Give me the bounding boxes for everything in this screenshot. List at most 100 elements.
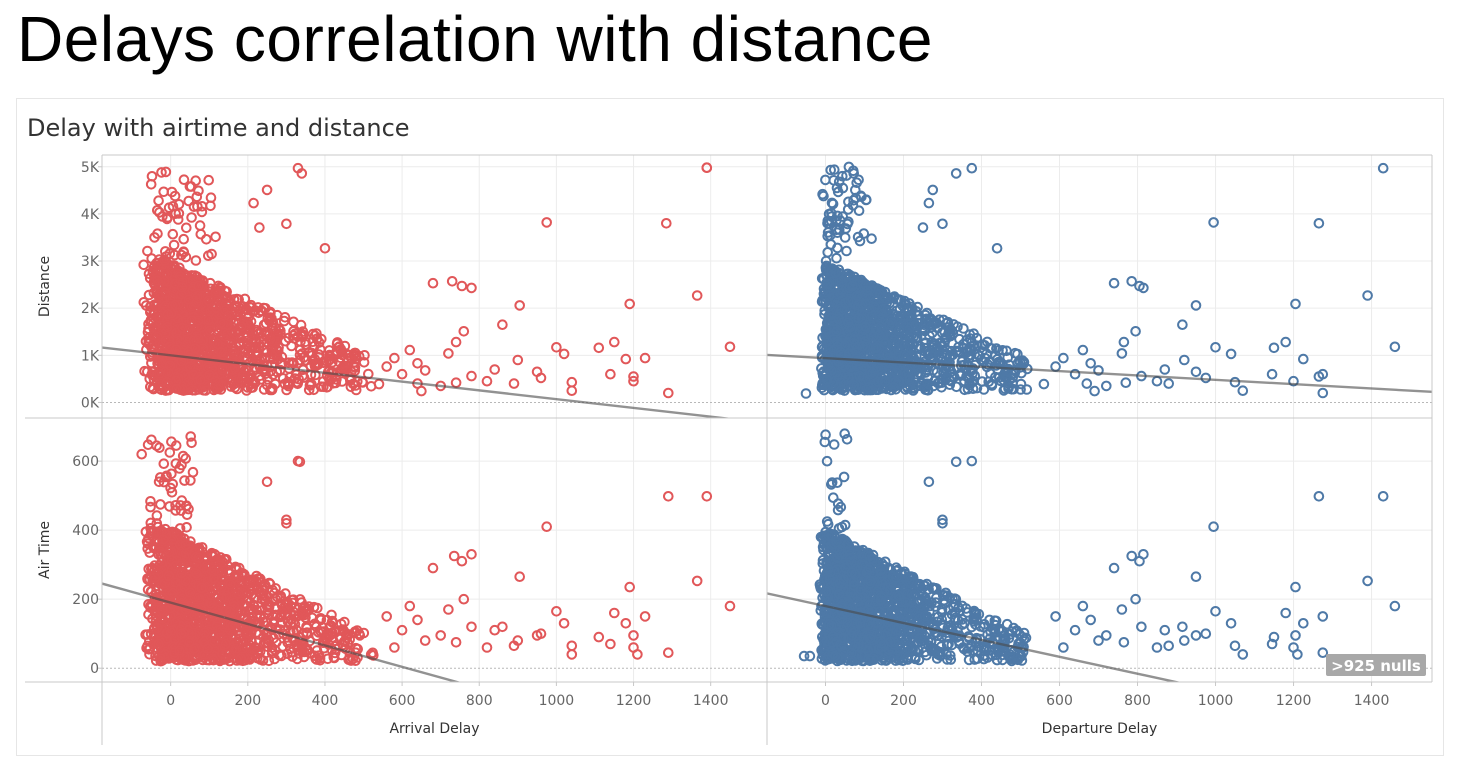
data-point <box>224 606 236 618</box>
data-point <box>822 278 833 290</box>
data-point <box>1116 348 1128 359</box>
data-point <box>270 343 282 355</box>
data-point <box>922 378 934 390</box>
data-point <box>558 348 570 360</box>
data-point <box>443 604 454 615</box>
data-point <box>143 644 155 655</box>
data-point <box>851 343 863 354</box>
data-point <box>999 383 1011 395</box>
data-point <box>1288 375 1299 387</box>
data-point <box>851 290 863 302</box>
data-point <box>190 255 202 266</box>
data-point <box>1280 336 1291 348</box>
data-point <box>136 448 147 460</box>
data-point <box>891 367 902 378</box>
data-point <box>891 305 903 317</box>
data-point <box>138 259 149 271</box>
data-point <box>169 249 180 261</box>
data-point <box>236 321 247 332</box>
data-point <box>183 195 194 207</box>
data-point <box>270 348 281 360</box>
data-point <box>933 351 945 362</box>
data-point <box>389 352 400 364</box>
data-point <box>171 383 182 394</box>
data-point <box>208 566 219 577</box>
data-point <box>193 280 204 292</box>
data-point <box>861 285 873 296</box>
data-point <box>991 243 1003 254</box>
data-point <box>624 581 636 593</box>
chart-marks[interactable] <box>136 161 1401 667</box>
data-point <box>338 636 350 648</box>
data-point <box>281 518 292 529</box>
data-point <box>192 569 204 581</box>
data-point <box>868 331 879 342</box>
data-point <box>230 561 241 573</box>
data-point <box>313 352 325 363</box>
data-point <box>181 522 192 533</box>
data-point <box>893 325 905 336</box>
data-point <box>396 368 408 380</box>
data-point <box>192 320 203 332</box>
data-point <box>184 637 195 648</box>
data-point <box>466 621 477 633</box>
data-point <box>153 278 165 290</box>
data-point <box>427 562 439 574</box>
data-point <box>1298 353 1309 365</box>
data-point <box>275 611 286 623</box>
data-point <box>180 604 192 615</box>
data-point <box>1126 276 1137 287</box>
data-point <box>176 567 188 579</box>
data-point <box>489 624 501 636</box>
data-point <box>822 339 833 351</box>
data-point <box>286 594 298 606</box>
data-point <box>862 341 874 353</box>
data-point <box>157 534 169 545</box>
data-point <box>904 333 916 344</box>
data-point <box>823 208 835 220</box>
data-point <box>512 354 524 366</box>
data-point <box>143 338 154 350</box>
data-point <box>185 181 197 192</box>
data-point <box>340 348 352 359</box>
data-point <box>854 370 866 382</box>
data-point <box>227 364 238 376</box>
data-point <box>208 654 219 666</box>
data-point <box>857 340 869 352</box>
data-point <box>213 280 224 292</box>
data-point <box>325 351 336 362</box>
data-point <box>269 587 280 599</box>
data-point <box>879 286 891 298</box>
data-point <box>142 543 153 554</box>
data-point <box>266 313 277 324</box>
data-point <box>1021 384 1033 395</box>
data-point <box>837 170 848 182</box>
data-point <box>270 603 282 615</box>
data-point <box>605 368 616 380</box>
data-point <box>823 301 835 313</box>
data-point <box>535 628 547 640</box>
data-point <box>972 340 983 352</box>
data-point <box>223 567 235 579</box>
data-point <box>244 577 256 589</box>
data-point <box>978 384 990 395</box>
data-point <box>701 162 713 173</box>
data-point <box>1225 348 1237 360</box>
data-point <box>848 334 860 345</box>
data-point <box>303 384 315 396</box>
data-point <box>828 315 840 327</box>
data-point <box>151 510 163 521</box>
data-point <box>159 275 170 287</box>
data-point <box>295 336 306 347</box>
data-point <box>842 317 854 328</box>
data-point <box>185 431 196 442</box>
data-point <box>848 380 860 391</box>
data-point <box>849 384 861 396</box>
data-point <box>1130 326 1141 337</box>
data-point <box>227 620 238 632</box>
data-point <box>605 638 616 650</box>
data-point <box>1081 378 1093 389</box>
data-point <box>833 313 845 325</box>
data-point <box>176 282 188 293</box>
